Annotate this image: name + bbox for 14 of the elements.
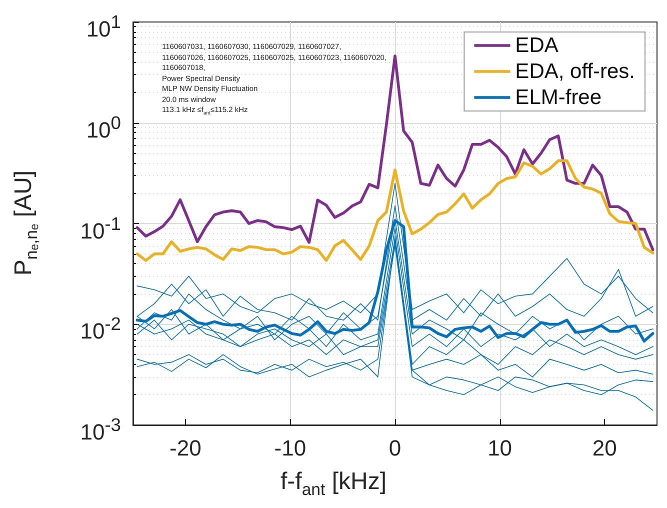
- x-axis-title: f-f$_{ant}$ [kHz]: [279, 468, 388, 500]
- x-tick-label: 10: [488, 436, 512, 460]
- y-tick-label: 10$^{-1}$: [80, 212, 121, 245]
- y-tick-label: 10$^{0}$: [86, 110, 121, 144]
- x-tick-label: 20: [592, 436, 617, 460]
- y-tick-label: 10$^{-3}$: [80, 413, 121, 446]
- x-tick-label: 0: [388, 436, 402, 460]
- legend-label: EDA, off-res.: [515, 60, 636, 83]
- legend-label: ELM-free: [515, 86, 602, 109]
- x-tick-label: -10: [274, 436, 306, 460]
- x-tick-label: -20: [170, 436, 202, 460]
- y-tick-label: 10$^{-2}$: [80, 312, 121, 346]
- y-tick-label: 10$^{1}$: [86, 10, 121, 44]
- legend-label: EDA: [515, 34, 558, 57]
